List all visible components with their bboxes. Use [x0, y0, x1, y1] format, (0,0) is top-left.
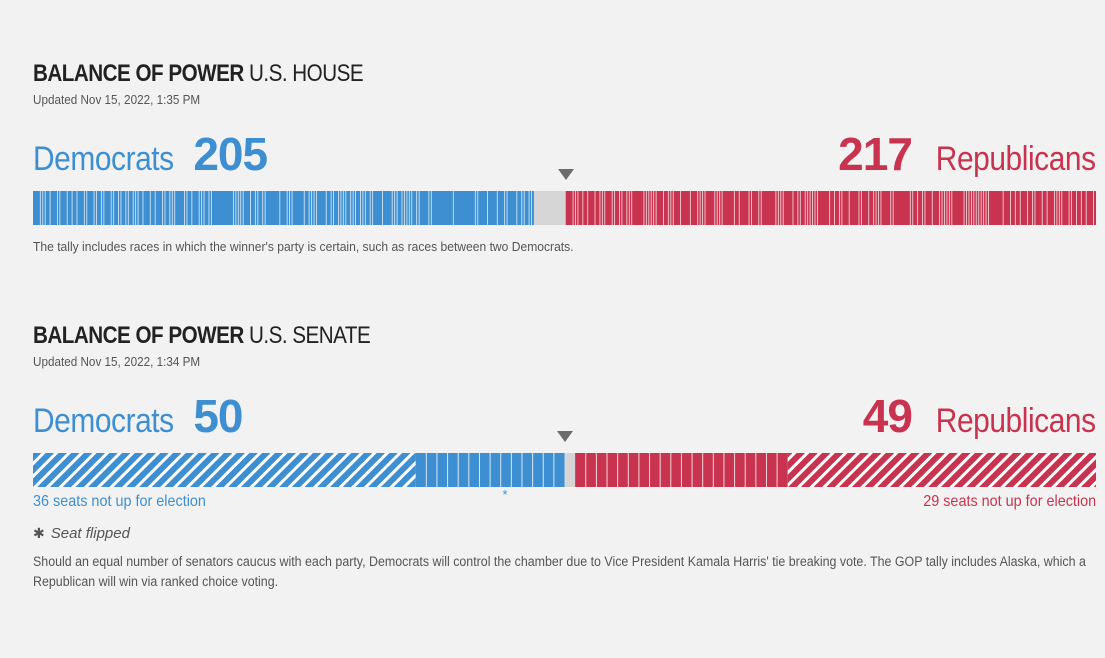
senate-majority-marker-icon	[556, 431, 573, 442]
house-rep-label: Republicans	[936, 140, 1096, 178]
house-section: BALANCE OF POWER U.S. HOUSE Updated Nov …	[33, 60, 1096, 254]
house-dem-segment	[33, 191, 534, 225]
house-title: BALANCE OF POWER U.S. HOUSE	[33, 60, 947, 88]
senate-counts: Democrats 50 49 Republicans	[33, 387, 1096, 443]
house-seat-bar	[33, 169, 1096, 225]
house-dem-count-block: Democrats 205	[33, 127, 268, 181]
house-rep-segment	[565, 191, 1096, 225]
seat-flipped-star-icon: ✱	[33, 525, 45, 541]
senate-undecided-segment	[564, 453, 576, 487]
house-dem-label: Democrats	[33, 140, 174, 178]
senate-dem-count-block: Democrats 50	[33, 389, 244, 443]
house-title-bold: BALANCE OF POWER	[33, 60, 244, 87]
senate-rep-not-up-segment	[787, 453, 1096, 487]
senate-footnote: Should an equal number of senators caucu…	[33, 554, 1086, 589]
house-note: The tally includes races in which the wi…	[33, 239, 574, 254]
senate-section: BALANCE OF POWER U.S. SENATE Updated Nov…	[33, 322, 1096, 592]
senate-title-bold: BALANCE OF POWER	[33, 322, 244, 349]
house-title-rest: U.S. HOUSE	[248, 60, 364, 87]
senate-dem-not-up: 36 seats not up for election	[33, 493, 206, 510]
senate-updated: Updated Nov 15, 2022, 1:34 PM	[33, 354, 201, 369]
senate-rep-count-block: 49 Republicans	[862, 389, 1097, 443]
senate-bar-svg	[33, 453, 1096, 487]
flipped-seat-star-icon: *	[502, 487, 508, 502]
senate-dem-not-up-segment	[33, 453, 416, 487]
senate-title-rest: U.S. SENATE	[248, 322, 371, 349]
seat-flipped-label: Seat flipped	[50, 525, 130, 542]
house-majority-marker-icon	[557, 169, 574, 180]
house-rep-count-block: 217 Republicans	[838, 127, 1096, 181]
house-bar-svg	[33, 191, 1096, 225]
senate-dem-count: 50	[193, 390, 243, 442]
house-counts: Democrats 205 217 Republicans	[33, 125, 1096, 181]
senate-rep-not-up: 29 seats not up for election	[923, 493, 1096, 510]
senate-title: BALANCE OF POWER U.S. SENATE	[33, 322, 947, 350]
senate-rep-label: Republicans	[936, 402, 1096, 440]
senate-dem-label: Democrats	[33, 402, 174, 440]
senate-rep-count: 49	[862, 390, 913, 442]
house-undecided-segment	[533, 191, 566, 225]
house-updated: Updated Nov 15, 2022, 1:35 PM	[33, 92, 201, 107]
house-dem-count: 205	[193, 128, 268, 180]
senate-seat-bar: * 36 seats not up for election 29 seats …	[33, 431, 1096, 543]
house-rep-count: 217	[838, 128, 913, 180]
seat-flipped-legend: ✱ Seat flipped	[33, 525, 1096, 542]
